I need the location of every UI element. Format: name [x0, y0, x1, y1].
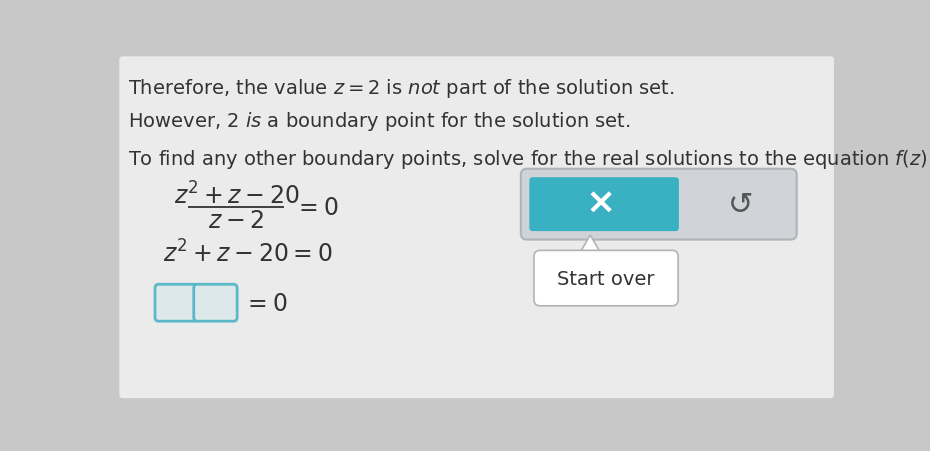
Text: $z-2$: $z-2$	[208, 208, 264, 232]
Text: $z^2+z-20=0$: $z^2+z-20=0$	[163, 239, 332, 267]
Text: Start over: Start over	[557, 269, 655, 288]
FancyBboxPatch shape	[193, 285, 237, 322]
Text: ×: ×	[585, 185, 616, 219]
FancyBboxPatch shape	[119, 57, 834, 398]
Text: Therefore, the value $z=2$ is $\mathit{not}$ part of the solution set.: Therefore, the value $z=2$ is $\mathit{n…	[127, 77, 674, 99]
FancyBboxPatch shape	[521, 170, 797, 240]
Polygon shape	[573, 255, 608, 259]
FancyBboxPatch shape	[155, 285, 198, 322]
Text: However, 2 $\mathit{is}$ a boundary point for the solution set.: However, 2 $\mathit{is}$ a boundary poin…	[127, 110, 631, 133]
FancyBboxPatch shape	[534, 251, 678, 306]
Text: $z^2+z-20$: $z^2+z-20$	[174, 182, 299, 209]
Text: ↺: ↺	[727, 190, 753, 219]
Text: $=0$: $=0$	[294, 196, 339, 220]
FancyBboxPatch shape	[529, 178, 679, 232]
Text: To find any other boundary points, solve for the real solutions to the equation : To find any other boundary points, solve…	[127, 148, 930, 171]
Text: $=0$: $=0$	[243, 291, 287, 315]
Polygon shape	[578, 235, 603, 257]
